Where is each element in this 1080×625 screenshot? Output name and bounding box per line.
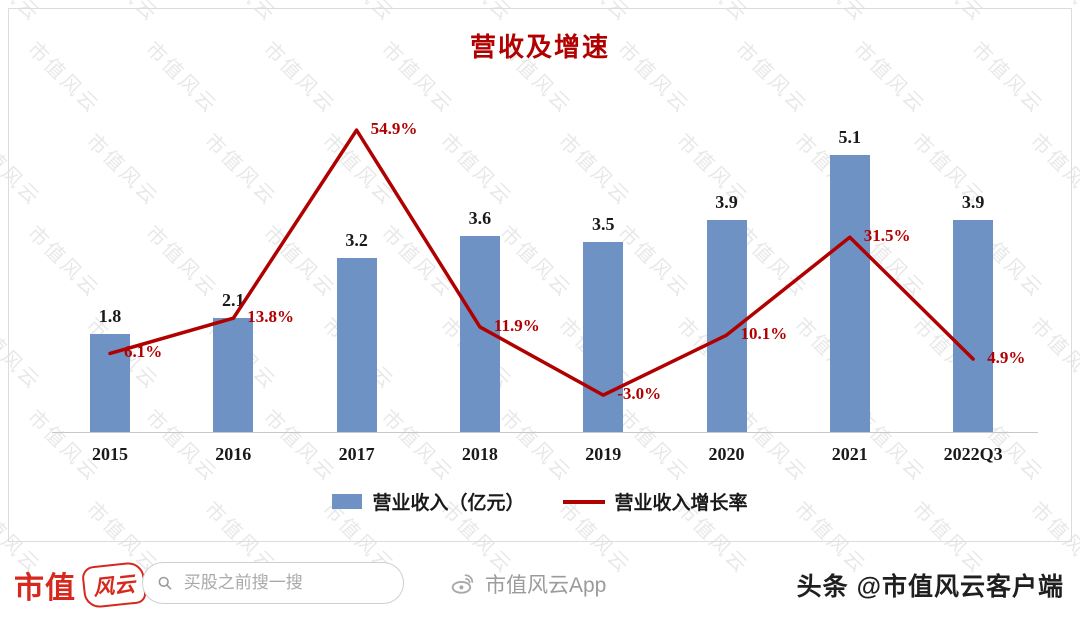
growth-label-2020: 10.1% bbox=[740, 324, 788, 344]
x-axis-line bbox=[52, 432, 1038, 433]
x-axis-label-2022Q3: 2022Q3 bbox=[943, 444, 1003, 464]
app-promo-text: 市值风云App bbox=[485, 574, 607, 597]
legend-bar-label: 营业收入（亿元） bbox=[372, 493, 525, 514]
legend-line-label: 营业收入增长率 bbox=[614, 493, 748, 514]
x-axis-label-2016: 2016 bbox=[215, 444, 252, 464]
growth-label-2016: 13.8% bbox=[247, 307, 295, 327]
bar-2021 bbox=[829, 154, 870, 432]
bar-value-2018: 3.6 bbox=[468, 208, 492, 229]
chart-title: 营收及增速 bbox=[469, 33, 610, 62]
growth-label-2022Q3: 4.9% bbox=[987, 347, 1026, 367]
chart-legend: 营业收入（亿元） 营业收入增长率 bbox=[0, 488, 1080, 515]
x-axis-label-2015: 2015 bbox=[92, 444, 128, 464]
bar-value-2021: 5.1 bbox=[838, 126, 862, 147]
search-box[interactable] bbox=[142, 562, 404, 604]
growth-label-2021: 31.5% bbox=[863, 226, 911, 246]
growth-label-2017: 54.9% bbox=[370, 119, 418, 139]
search-input[interactable] bbox=[181, 572, 389, 594]
footer-bar: 市值 风云 市值风云App 头条 @市值风云客户端 bbox=[0, 545, 1080, 625]
growth-label-2015: 6.1% bbox=[124, 342, 163, 362]
bar-value-2020: 3.9 bbox=[715, 191, 738, 212]
x-axis-label-2020: 2020 bbox=[708, 444, 745, 464]
x-axis-label-2017: 2017 bbox=[338, 444, 375, 464]
brand-logo: 市值 风云 bbox=[14, 560, 148, 610]
search-icon bbox=[158, 576, 172, 590]
app-promo: 市值风云App bbox=[448, 569, 606, 599]
bar-value-2017: 3.2 bbox=[345, 229, 368, 250]
growth-label-2019: -3.0% bbox=[617, 384, 662, 404]
chart-panel: 营收及增速 bbox=[8, 8, 1072, 542]
brand-name-text: 市值 bbox=[14, 572, 76, 605]
brand-seal-logo: 风云 bbox=[80, 560, 148, 610]
growth-label-2018: 11.9% bbox=[493, 315, 540, 335]
x-axis-label-2021: 2021 bbox=[831, 444, 868, 464]
weibo-icon bbox=[451, 574, 474, 594]
bar-value-2022Q3: 3.9 bbox=[961, 191, 985, 212]
bar-2022Q3 bbox=[953, 219, 994, 432]
x-axis-label-2018: 2018 bbox=[461, 444, 498, 464]
x-axis-label-2019: 2019 bbox=[585, 444, 622, 464]
legend-bar-swatch bbox=[332, 494, 363, 509]
bar-value-2019: 3.5 bbox=[591, 213, 615, 234]
bar-2017 bbox=[336, 257, 377, 432]
bar-2016 bbox=[213, 317, 254, 432]
bar-value-2015: 1.8 bbox=[98, 306, 122, 327]
toutiao-handle: 头条 @市值风云客户端 bbox=[796, 573, 1064, 601]
legend-line-swatch bbox=[562, 499, 605, 504]
